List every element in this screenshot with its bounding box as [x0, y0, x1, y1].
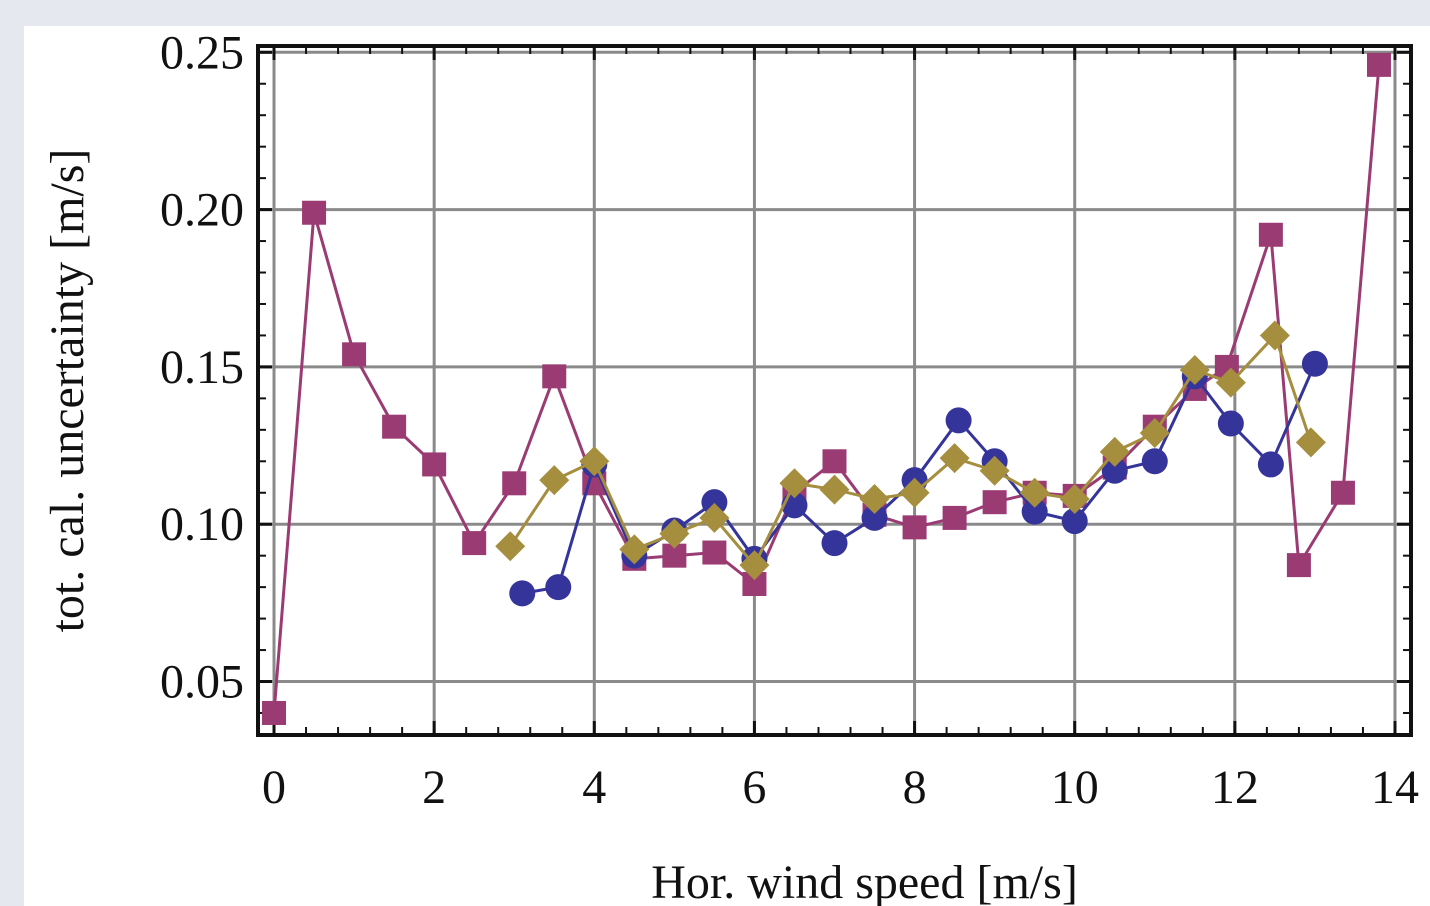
data-point: [422, 452, 447, 477]
data-point: [861, 504, 888, 531]
data-point: [899, 477, 930, 508]
data-point: [539, 465, 570, 496]
data-point: [702, 540, 727, 565]
data-point: [821, 530, 848, 557]
data-point: [509, 580, 536, 607]
data-point: [1101, 457, 1128, 484]
data-point: [1258, 222, 1283, 247]
data-point: [382, 414, 407, 439]
data-point: [1259, 320, 1290, 351]
data-point: [1019, 477, 1050, 508]
data-point: [1217, 410, 1244, 437]
y-tick-label: 0.10: [160, 498, 244, 551]
data-point: [302, 200, 327, 225]
data-series: [262, 52, 1391, 725]
x-tick-labels: 0 2 4 6 8 10 12 14: [262, 761, 1419, 814]
data-point: [1179, 355, 1210, 386]
y-tick-label: 0.25: [160, 26, 244, 79]
data-point: [1021, 498, 1048, 525]
data-point: [859, 484, 890, 515]
y-tick-labels: 0.05 0.10 0.15 0.20 0.25: [160, 26, 244, 708]
y-axis-title: tot. cal. uncertainty [m/s]: [41, 149, 94, 633]
data-point: [1286, 553, 1311, 578]
series-1: [262, 52, 1391, 725]
data-point: [1366, 52, 1391, 77]
x-axis-title: Hor. wind speed [m/s]: [651, 856, 1078, 906]
data-point: [545, 574, 572, 601]
data-point: [701, 489, 728, 516]
series-line: [272, 64, 1381, 714]
x-tick-label: 4: [582, 761, 606, 814]
x-tick-label: 0: [262, 761, 286, 814]
data-point: [819, 474, 850, 505]
axis-ticks: [258, 46, 1411, 735]
data-point: [699, 502, 730, 533]
x-tick-label: 14: [1371, 761, 1419, 814]
data-point: [462, 531, 487, 556]
x-tick-label: 8: [903, 761, 927, 814]
data-point: [1099, 436, 1130, 467]
plot-frame: [256, 44, 1413, 737]
y-tick-label: 0.05: [160, 656, 244, 709]
data-point: [659, 518, 690, 549]
data-point: [942, 505, 967, 530]
data-point: [902, 515, 927, 540]
data-point: [982, 490, 1007, 515]
x-tick-label: 12: [1211, 761, 1259, 814]
data-point: [739, 550, 770, 581]
data-point: [579, 446, 610, 477]
data-point: [1301, 350, 1328, 377]
series-2: [509, 350, 1328, 607]
data-point: [1295, 427, 1326, 458]
data-point: [945, 407, 972, 434]
data-point: [1257, 451, 1284, 478]
y-tick-label: 0.20: [160, 184, 244, 237]
data-point: [495, 531, 526, 562]
x-tick-label: 10: [1051, 761, 1099, 814]
data-point: [262, 700, 287, 725]
data-point: [542, 364, 567, 389]
data-point: [502, 471, 527, 496]
y-tick-label: 0.15: [160, 341, 244, 394]
series-3: [495, 320, 1326, 581]
x-tick-label: 6: [742, 761, 766, 814]
chart-panel: 0 2 4 6 8 10 12 14 0.05 0.10 0.15 0.20 0.25 Hor. wi…: [24, 26, 1430, 906]
data-point: [1059, 484, 1090, 515]
data-point: [979, 455, 1010, 486]
data-point: [779, 468, 810, 499]
data-point: [939, 443, 970, 474]
data-point: [1330, 480, 1355, 505]
data-point: [619, 534, 650, 565]
data-point: [822, 449, 847, 474]
data-point: [1061, 508, 1088, 535]
gridlines: [258, 46, 1411, 735]
data-point: [342, 342, 367, 367]
data-point: [1139, 417, 1170, 448]
data-point: [1141, 448, 1168, 475]
chart: 0 2 4 6 8 10 12 14 0.05 0.10 0.15 0.20 0.25 Hor. wi…: [41, 26, 1419, 906]
data-point: [1215, 367, 1246, 398]
x-tick-label: 2: [422, 761, 446, 814]
